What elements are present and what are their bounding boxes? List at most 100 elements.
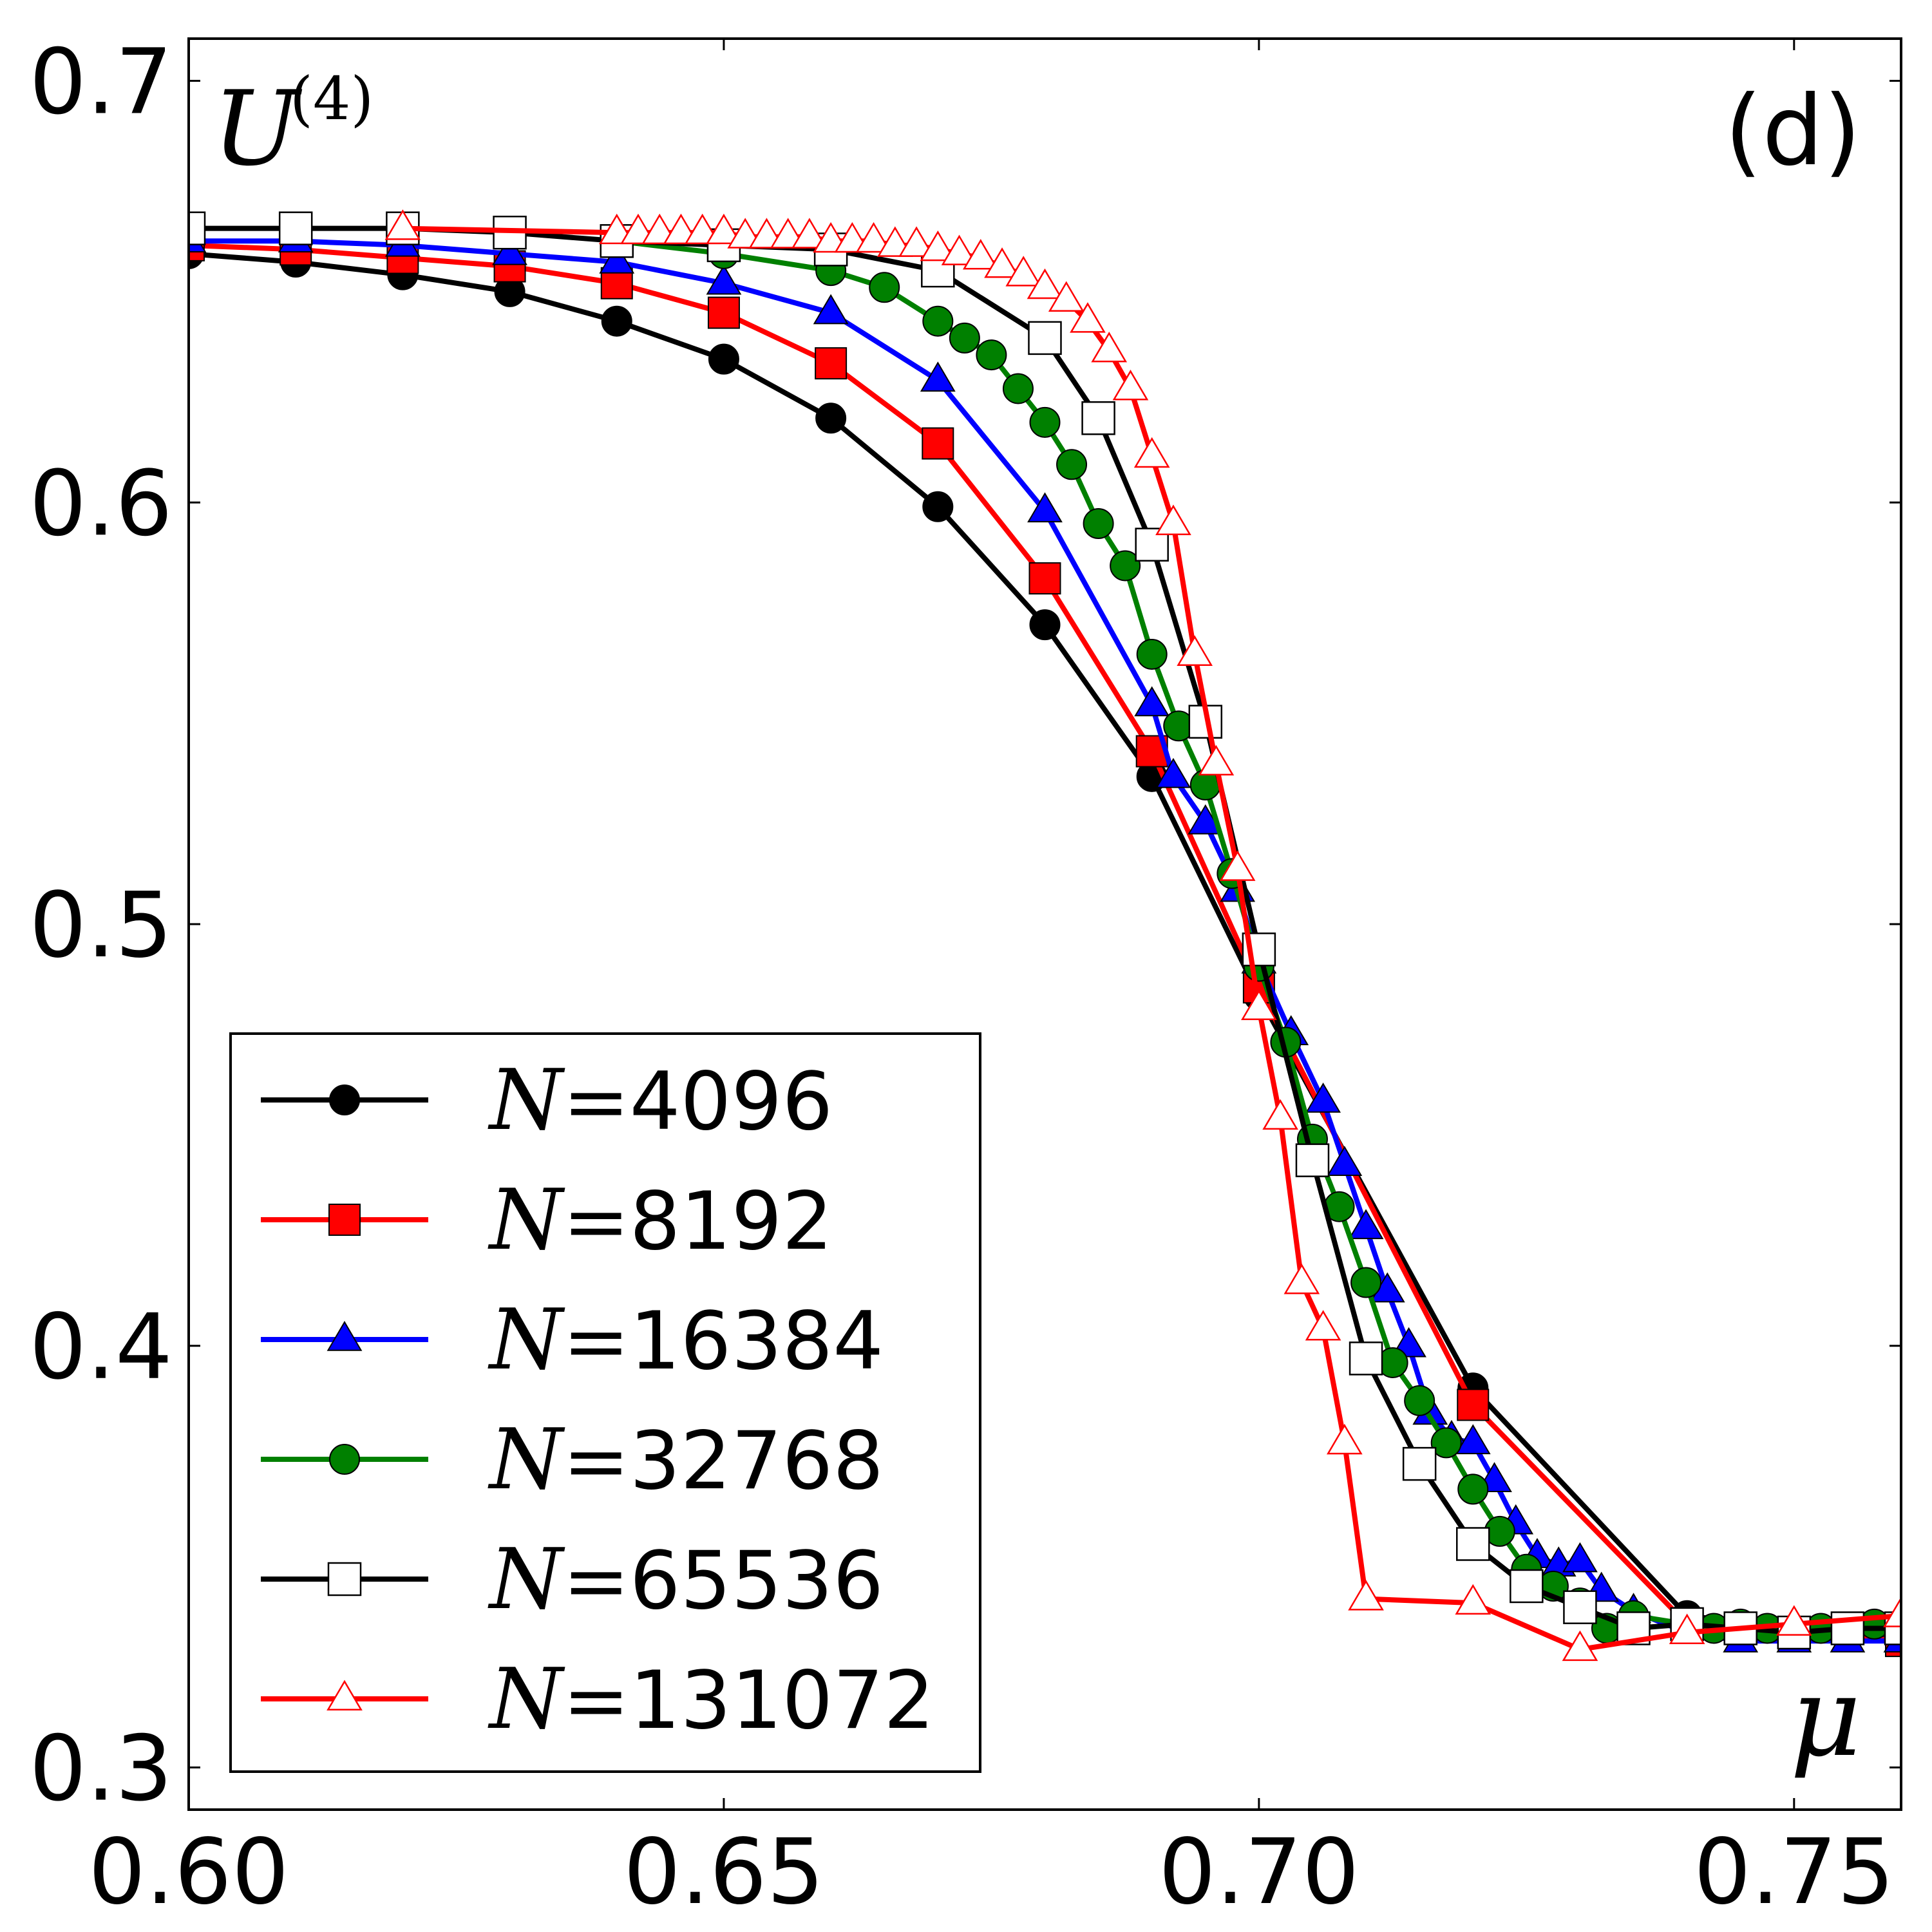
data-point	[1091, 332, 1128, 363]
legend-marker	[327, 1562, 362, 1596]
data-point	[1349, 1341, 1383, 1376]
data-point	[1457, 1473, 1489, 1505]
series-layer	[189, 209, 1901, 1662]
data-point	[1056, 449, 1088, 480]
data-point	[1456, 1527, 1490, 1561]
legend-label: N=4096	[488, 1051, 833, 1149]
series-N=32768	[601, 225, 1901, 1648]
data-point	[1110, 550, 1141, 582]
data-point	[869, 272, 900, 303]
data-point	[791, 218, 828, 249]
data-point	[1134, 686, 1170, 717]
data-point	[815, 402, 847, 434]
data-point	[1669, 1613, 1705, 1644]
legend-entry: N=65536	[261, 1530, 884, 1628]
data-point	[1029, 406, 1061, 438]
y-tick-label: 0.5	[29, 873, 173, 978]
data-point	[1327, 1146, 1363, 1176]
panel-label: (d)	[1725, 75, 1861, 187]
data-point	[1404, 1385, 1435, 1416]
legend-marker	[327, 1680, 363, 1710]
x-tick-label: 0.65	[623, 1820, 824, 1925]
legend-marker	[327, 1321, 363, 1351]
data-point	[815, 347, 848, 380]
data-point	[708, 343, 739, 375]
data-point	[1776, 1605, 1812, 1636]
data-point	[1029, 609, 1061, 641]
legend-marker	[329, 1084, 360, 1115]
data-point	[599, 243, 635, 274]
data-point	[1005, 256, 1042, 287]
data-point	[898, 226, 934, 257]
data-point	[1510, 1569, 1544, 1604]
data-point	[1198, 744, 1235, 776]
data-point	[1883, 1596, 1901, 1627]
legend-box	[229, 1032, 981, 1773]
x-tick-label: 0.60	[88, 1820, 289, 1925]
legend-entry: N=4096	[261, 1051, 833, 1149]
series-line	[189, 242, 1901, 1644]
data-point	[1028, 321, 1062, 355]
data-point	[920, 230, 956, 261]
data-point	[1455, 1424, 1491, 1455]
data-point	[706, 264, 742, 295]
legend-label: N=131072	[488, 1650, 934, 1748]
data-point	[1562, 1630, 1598, 1662]
axis-ticks	[187, 39, 1901, 1810]
data-point	[1402, 1446, 1437, 1481]
series-line	[189, 251, 1901, 1644]
legend: N=4096 N=8192 N=16384 N=32768 N=65536 N=13107…	[229, 1032, 981, 1773]
data-point	[1027, 268, 1063, 299]
data-point	[278, 211, 313, 245]
data-point	[855, 222, 892, 253]
data-point	[962, 239, 999, 270]
data-point	[1081, 401, 1115, 435]
data-point	[1027, 492, 1063, 523]
data-point	[1136, 638, 1168, 670]
legend-marker	[328, 1204, 361, 1236]
series-N=131072	[384, 209, 1901, 1662]
data-point	[1083, 507, 1114, 539]
legend-label: N=65536	[488, 1530, 884, 1628]
legend-entry: N=131072	[261, 1650, 934, 1748]
y-axis-label-superscript: (4)	[290, 64, 374, 133]
data-point	[1155, 504, 1191, 535]
data-point	[1350, 1267, 1382, 1298]
data-point	[1048, 281, 1084, 312]
data-point	[1348, 1209, 1384, 1240]
legend-entry: N=32768	[261, 1410, 884, 1508]
data-point	[1457, 1388, 1490, 1421]
data-point	[922, 427, 954, 460]
data-point	[1112, 369, 1149, 401]
data-point	[984, 247, 1020, 278]
data-point	[1455, 1584, 1492, 1615]
y-tick-label: 0.6	[29, 451, 173, 556]
data-point	[384, 209, 421, 240]
data-point	[1133, 437, 1170, 468]
legend-label: N=16384	[488, 1291, 884, 1388]
y-tick-label: 0.7	[29, 30, 173, 135]
data-point	[1563, 1590, 1597, 1624]
data-point	[707, 296, 740, 329]
data-point	[1262, 1099, 1298, 1130]
data-point	[1177, 635, 1213, 666]
data-point	[492, 234, 527, 265]
data-point	[1562, 1542, 1598, 1573]
legend-label: N=8192	[488, 1171, 833, 1269]
data-point	[949, 322, 980, 354]
legend-label: N=32768	[488, 1410, 884, 1508]
data-point	[1326, 1423, 1363, 1455]
y-axis-label: U (4)	[213, 64, 374, 189]
x-tick-label: 0.75	[1694, 1820, 1895, 1925]
plot-frame	[187, 37, 1902, 1811]
data-point	[1219, 850, 1256, 881]
data-point	[1305, 1083, 1341, 1113]
data-point	[922, 491, 954, 522]
data-point	[1241, 989, 1277, 1020]
data-point	[1283, 1264, 1320, 1294]
legend-entry: N=16384	[261, 1291, 884, 1388]
data-point	[189, 211, 206, 245]
data-point	[922, 305, 954, 337]
data-point	[1002, 373, 1034, 404]
